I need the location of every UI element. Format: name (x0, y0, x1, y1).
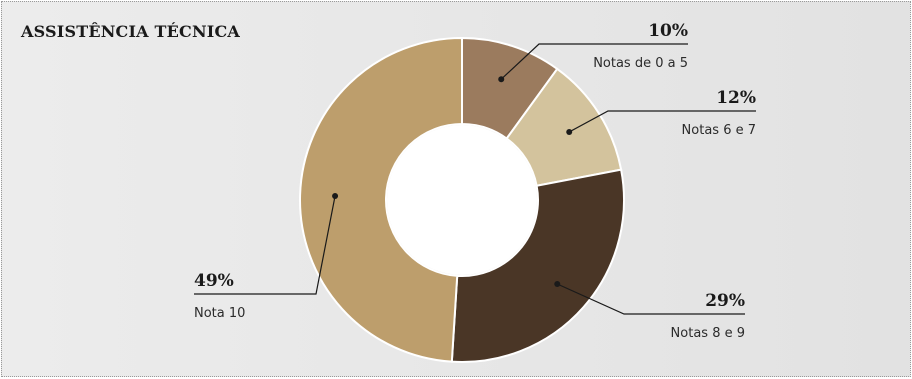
callout-dot (332, 193, 339, 200)
slice-percent-label: 49% (194, 271, 234, 291)
donut-slice (299, 36, 463, 363)
chart-title: ASSISTÊNCIA TÉCNICA (21, 22, 241, 41)
slice-percent-label: 12% (716, 88, 756, 108)
slice-percent-label: 29% (705, 291, 745, 311)
callout-line (194, 195, 336, 295)
callout-line (500, 43, 688, 80)
slice-category-label: Notas de 0 a 5 (593, 56, 688, 71)
callout-line (568, 110, 756, 133)
callout-dot (498, 76, 505, 83)
callout-dot (566, 128, 573, 135)
slice-percent-label: 10% (648, 21, 688, 41)
slice-category-label: Nota 10 (194, 306, 245, 321)
donut-slice (450, 168, 625, 363)
slice-category-label: Notas 8 e 9 (671, 326, 745, 341)
slice-category-label: Notas 6 e 7 (682, 123, 756, 138)
callout-dot (554, 280, 561, 287)
donut-hole (387, 125, 537, 275)
callout-line (557, 283, 745, 315)
